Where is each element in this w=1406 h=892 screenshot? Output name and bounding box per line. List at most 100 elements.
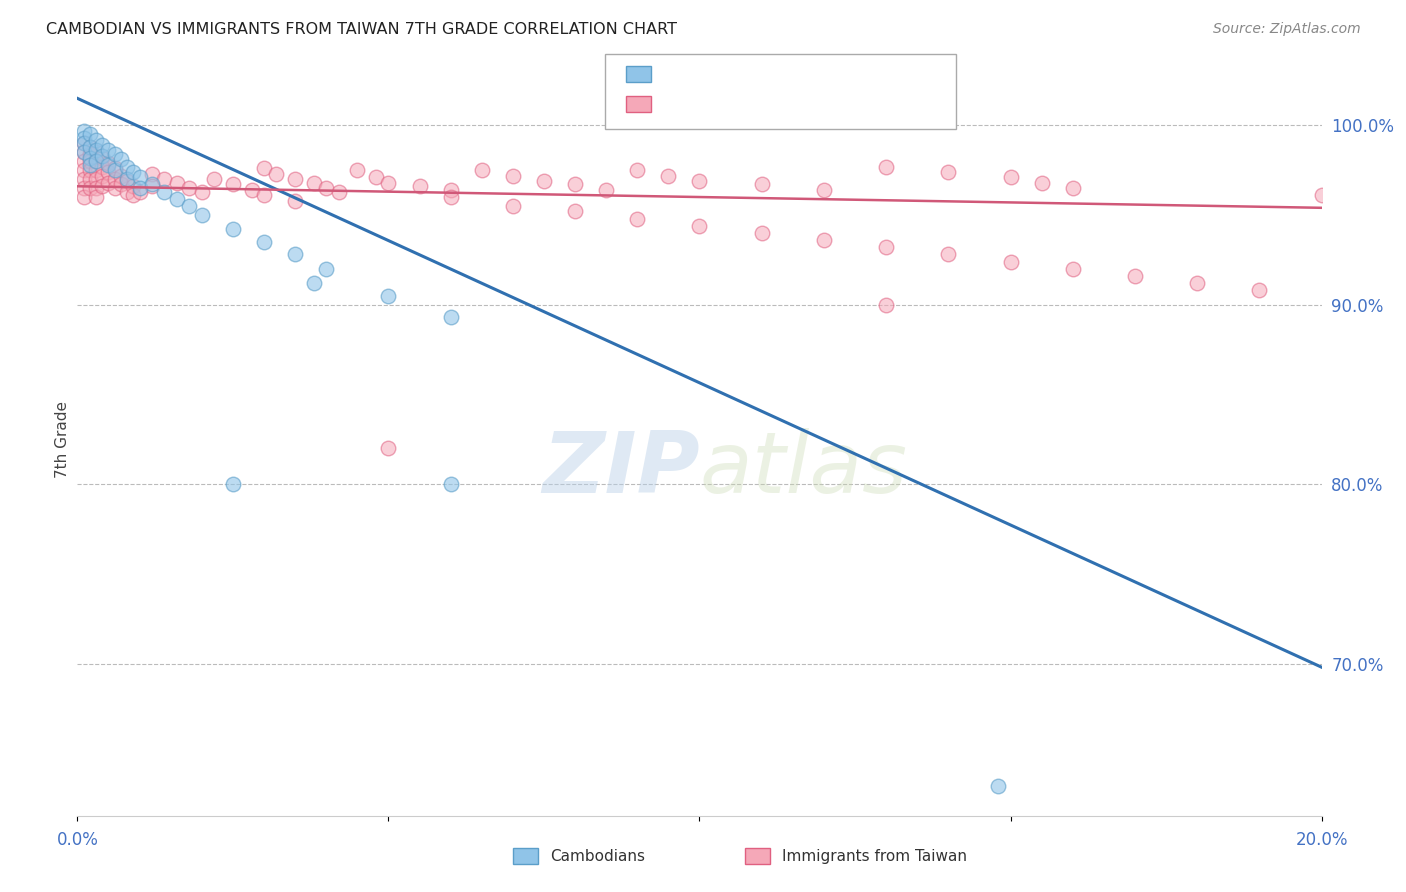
Point [72,136,94,151]
Point [328,185,350,199]
Point [79,181,101,195]
Point [72,154,94,169]
Text: -0.717: -0.717 [704,67,759,81]
Point [440,477,463,491]
Point [84,181,107,195]
Point [79,158,101,172]
Point [104,161,127,176]
Text: CAMBODIAN VS IMMIGRANTS FROM TAIWAN 7TH GRADE CORRELATION CHART: CAMBODIAN VS IMMIGRANTS FROM TAIWAN 7TH … [46,22,678,37]
Point [84,145,107,160]
Point [440,190,463,204]
Point [91,151,114,165]
Point [79,140,101,154]
Point [689,174,711,188]
Point [72,131,94,145]
Point [377,289,399,303]
Point [91,179,114,194]
Point [377,176,399,190]
Text: R =: R = [662,67,696,81]
Point [79,154,101,169]
Text: 0.0%: 0.0% [56,831,98,849]
Point [751,178,773,192]
Point [115,172,138,186]
Point [253,235,276,249]
Point [222,477,245,491]
Point [364,170,387,185]
Point [315,261,337,276]
Point [502,199,524,213]
Point [813,183,835,197]
Point [97,144,120,158]
Point [104,147,127,161]
Text: 38: 38 [825,67,846,81]
Point [875,240,897,254]
Point [202,172,225,186]
Point [1123,268,1146,283]
Point [72,136,94,151]
Point [128,170,150,185]
Point [1062,181,1084,195]
Point [440,183,463,197]
Point [346,163,368,178]
Point [179,199,201,213]
Point [84,163,107,178]
Point [166,192,188,206]
Point [1000,254,1022,268]
Point [987,779,1010,793]
Point [938,247,960,261]
Point [626,163,648,178]
Text: R =: R = [662,97,696,112]
Point [253,161,276,176]
Point [91,149,114,163]
Point [97,176,120,190]
Point [84,154,107,169]
Point [302,176,325,190]
Point [128,181,150,195]
Point [104,163,127,178]
Point [595,183,617,197]
Point [502,169,524,183]
Point [97,156,120,170]
Point [84,133,107,147]
Point [626,211,648,226]
Text: Source: ZipAtlas.com: Source: ZipAtlas.com [1213,22,1361,37]
Point [564,204,586,219]
Point [115,160,138,174]
Point [564,178,586,192]
Point [938,165,960,179]
Point [875,160,897,174]
Point [689,219,711,233]
Point [79,127,101,141]
Point [471,163,494,178]
Point [222,178,245,192]
Point [284,247,307,261]
Text: -0.057: -0.057 [704,97,759,112]
Point [115,174,138,188]
Point [72,163,94,178]
Point [875,298,897,312]
Point [128,185,150,199]
Text: Immigrants from Taiwan: Immigrants from Taiwan [782,849,967,863]
Point [1310,188,1333,202]
Point [79,147,101,161]
Point [72,145,94,160]
Point [91,138,114,153]
Point [1000,170,1022,185]
Point [377,442,399,456]
Point [191,208,214,222]
Point [284,194,307,208]
Point [79,140,101,154]
Point [79,151,101,165]
Point [104,172,127,186]
Point [72,181,94,195]
Point [72,145,94,160]
Point [115,185,138,199]
Point [240,183,263,197]
Point [813,233,835,247]
Point [79,172,101,186]
Point [97,165,120,179]
Point [84,144,107,158]
Point [266,167,288,181]
Point [91,160,114,174]
Text: 94: 94 [825,97,846,112]
